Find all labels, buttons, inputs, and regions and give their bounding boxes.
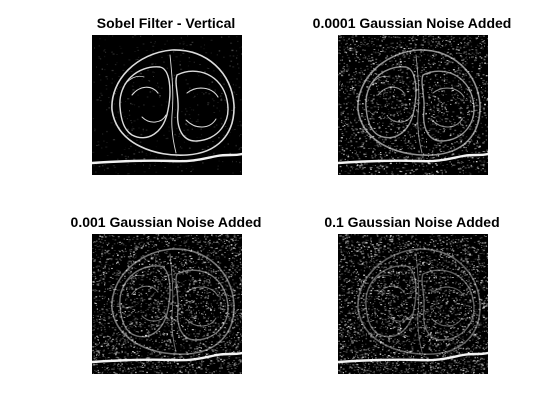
image-noise-0-001 [92, 234, 242, 374]
panel-title-sobel-vertical: Sobel Filter - Vertical [96, 15, 236, 31]
image-sobel-vertical [92, 35, 242, 175]
image-noise-0-1 [338, 234, 488, 374]
panel-title-noise-0-001: 0.001 Gaussian Noise Added [70, 214, 262, 230]
panel-title-noise-0-0001: 0.0001 Gaussian Noise Added [312, 15, 512, 31]
image-noise-0-0001 [338, 35, 488, 175]
panel-title-noise-0-1: 0.1 Gaussian Noise Added [324, 214, 500, 230]
